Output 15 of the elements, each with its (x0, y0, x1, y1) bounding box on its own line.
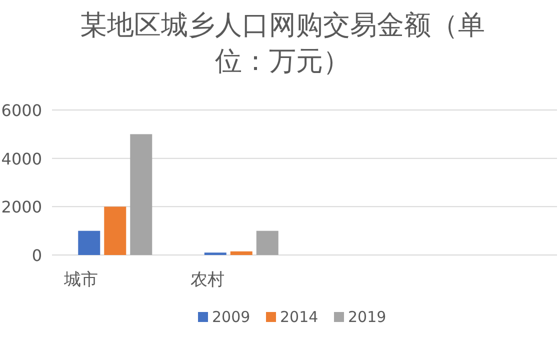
bar (230, 251, 252, 255)
y-tick-label: 0 (32, 246, 42, 265)
y-tick-label: 4000 (1, 149, 42, 168)
legend-label: 2019 (348, 308, 386, 326)
bar (256, 230, 278, 255)
y-tick-label: 2000 (1, 198, 42, 217)
legend-label: 2014 (280, 308, 318, 326)
bar (104, 206, 126, 255)
chart-title: 某地区城乡人口网购交易金额（单位：万元） (79, 9, 486, 79)
bar (78, 230, 100, 255)
x-tick-label: 城市 (63, 270, 98, 290)
y-tick-label: 6000 (1, 101, 42, 120)
legend-label: 2009 (212, 308, 250, 326)
x-tick-label: 农村 (190, 270, 224, 290)
bar (130, 134, 152, 255)
